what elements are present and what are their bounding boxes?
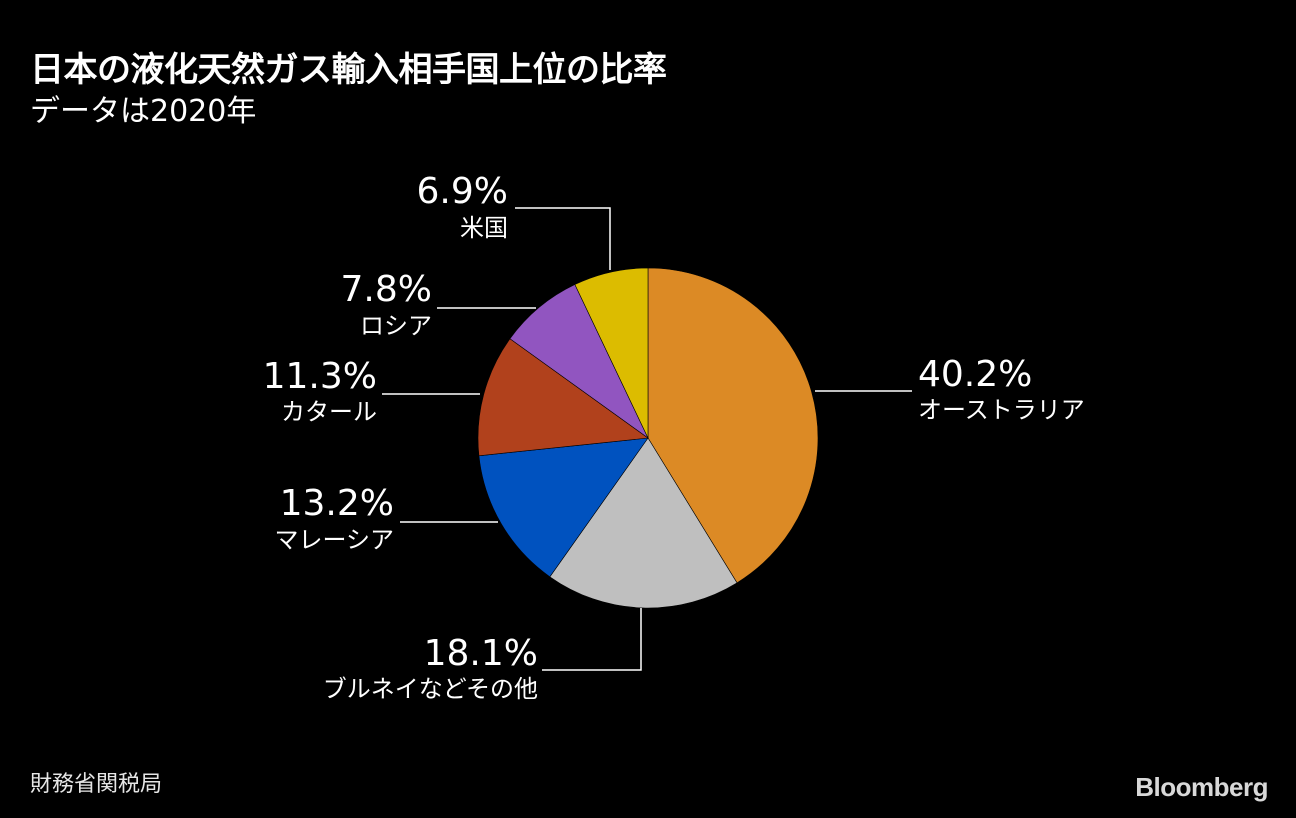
slice-category-label: カタール [281,398,377,426]
leader-lines [382,207,912,671]
leader-line-2 [542,608,642,671]
source-note: 財務省関税局 [30,772,163,797]
slice-labels: 40.2%オーストラリア 18.1%ブルネイなどその他 13.2%マレーシア 11.3… [263,171,1085,703]
leader-line-6 [515,207,611,270]
pie-slices [477,267,819,609]
slice-category-label: 米国 [460,214,508,242]
pie-slice-3 [478,437,649,578]
slice-value-label: 40.2% [918,354,1032,395]
pie-slice-1 [647,267,819,584]
pie-slice-6 [574,267,649,439]
slice-value-label: 18.1% [424,633,538,674]
slice-value-label: 6.9% [417,171,508,212]
slice-value-label: 7.8% [341,269,432,310]
pie-slice-4 [477,338,649,457]
slice-value-label: 11.3% [263,356,377,397]
slice-category-label: ロシア [360,312,432,340]
slice-value-label: 13.2% [280,483,394,524]
slice-category-label: マレーシア [274,526,394,554]
bloomberg-logo: Bloomberg [1135,772,1268,802]
slice-category-label: ブルネイなどその他 [323,675,538,703]
pie-slice-2 [549,437,738,609]
chart-title: 日本の液化天然ガス輸入相手国上位の比率 [30,50,667,90]
chart-subtitle: データは2020年 [30,94,257,129]
slice-category-label: オーストラリア [918,396,1085,424]
